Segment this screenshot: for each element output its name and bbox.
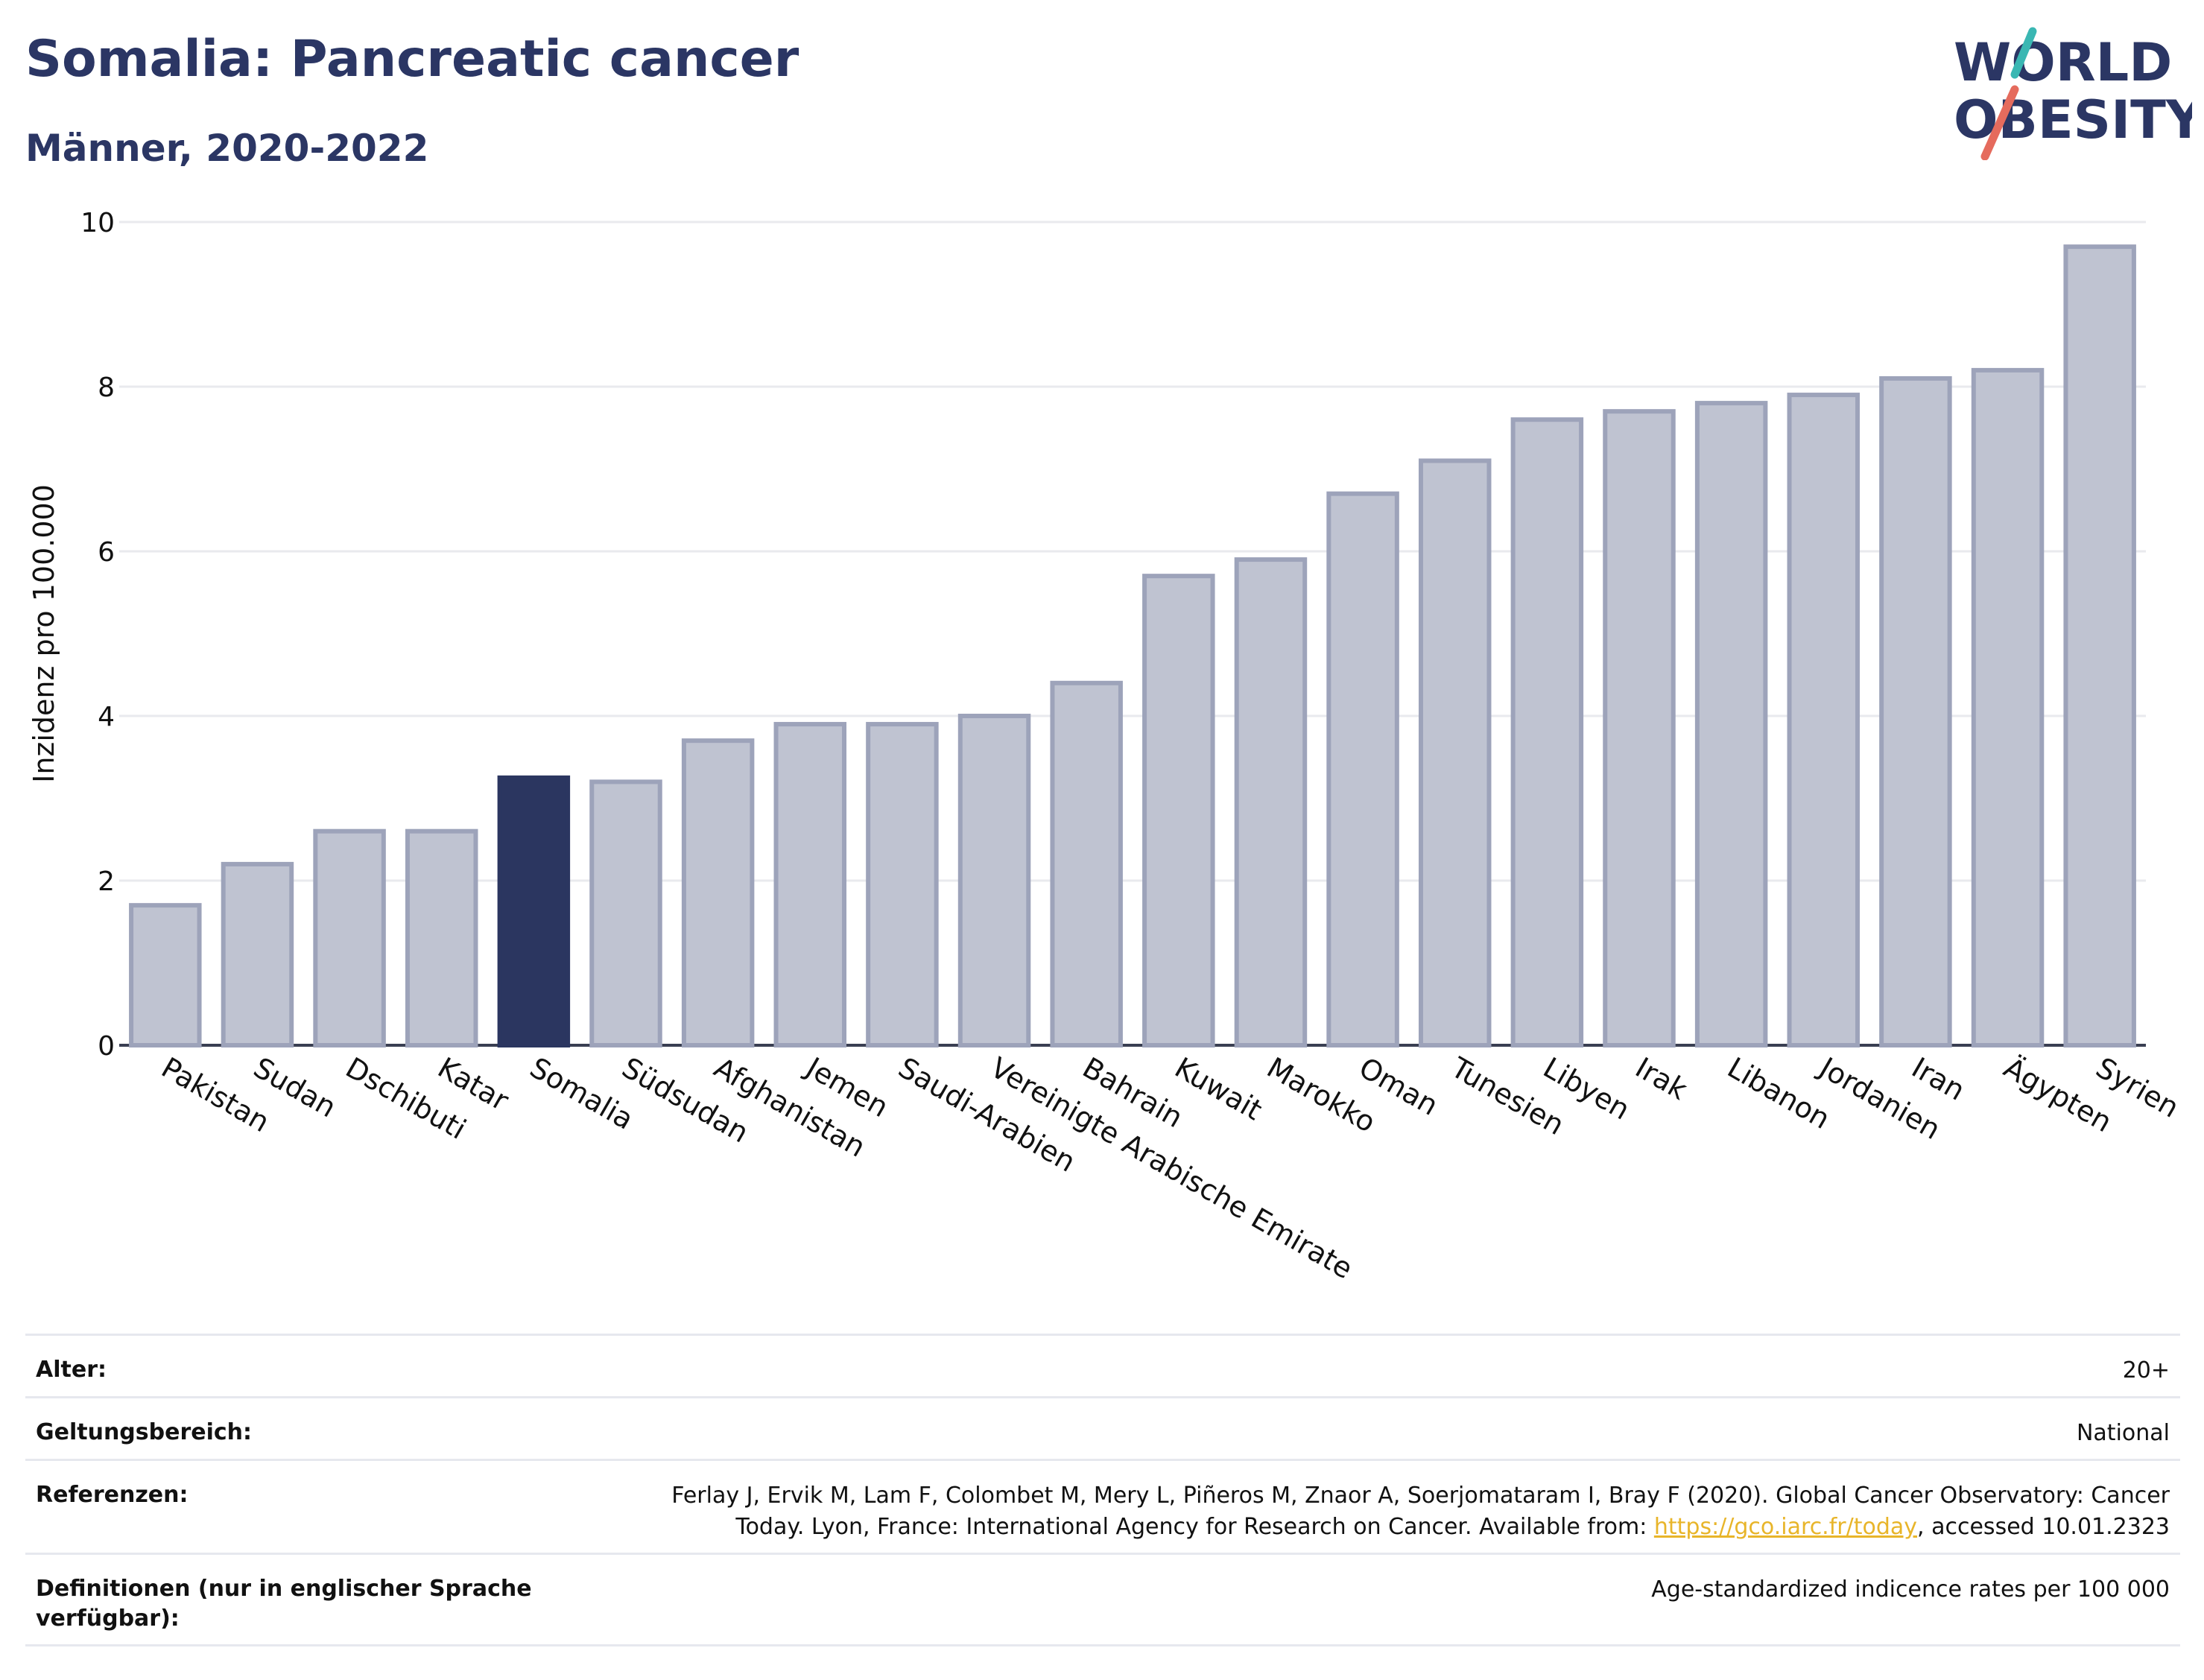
y-tick-label: 0 [98,1031,115,1062]
meta-ref-label: Referenzen: [36,1482,189,1508]
y-tick-label: 8 [98,373,115,403]
page-title: Somalia: Pancreatic cancer [25,30,799,89]
meta-scope-label: Geltungsbereich: [36,1419,253,1445]
x-tick-label: Kuwait [1169,1051,1267,1127]
bar-highlight [497,775,571,1047]
bar [1787,393,1861,1047]
meta-scope-value: National [2076,1420,2170,1446]
bar [2063,244,2136,1047]
y-tick-label: 2 [98,866,115,897]
bar [1050,680,1123,1047]
bar [1326,491,1399,1047]
bar [1694,401,1768,1047]
bar [1603,409,1676,1047]
meta-ref-text-2: Today. Lyon, France: International Agenc… [735,1514,1654,1540]
meta-def-label: Definitionen (nur in englischer Sprache … [36,1576,532,1632]
logo-line-world: WORLD [1954,32,2172,93]
bar [1510,417,1584,1047]
meta-ref-text-3: , accessed 10.01.2323 [1917,1514,2170,1540]
meta-ref-value: Ferlay J, Ervik M, Lam F, Colombet M, Me… [671,1480,2170,1543]
bar [221,861,294,1048]
bars [129,244,2136,1048]
meta-age-label: Alter: [36,1357,107,1383]
meta-row-definitions: Definitionen (nur in englischer Sprache … [25,1553,2180,1646]
bar [313,828,386,1047]
bar [957,714,1031,1047]
y-tick-label: 6 [98,537,115,568]
meta-row-scope: Geltungsbereich: National [25,1396,2180,1459]
bar [589,779,662,1048]
bar [405,828,478,1047]
metadata-table: Alter: 20+ Geltungsbereich: National Ref… [25,1334,2180,1646]
bar [1879,375,1952,1047]
y-tick-label: 10 [80,208,115,238]
logo-slash-red [1980,85,2019,160]
bar [773,722,847,1047]
meta-ref-text-1: Ferlay J, Ervik M, Lam F, Colombet M, Me… [671,1483,2170,1509]
meta-ref-link[interactable]: https://gco.iarc.fr/today [1653,1514,1918,1540]
y-axis-label: Inzidenz pro 100.000 [28,484,60,783]
world-obesity-logo: WORLD OBESITY [1954,27,2192,160]
bar [1234,557,1308,1047]
meta-row-references: Referenzen: Ferlay J, Ervik M, Lam F, Co… [25,1459,2180,1553]
x-tick-label: Libanon [1722,1051,1835,1135]
bar [1418,458,1492,1047]
bar [681,738,755,1048]
x-tick-label: Iran [1906,1051,1970,1107]
bar [129,903,202,1048]
meta-row-age: Alter: 20+ [25,1334,2180,1396]
x-tick-label: Somalia [525,1051,639,1136]
bar [1971,367,2045,1047]
logo-slash-teal [2010,27,2037,79]
meta-age-value: 20+ [2122,1357,2170,1383]
meta-def-value: Age-standardized indicence rates per 100… [1651,1576,2170,1603]
bar [1142,574,1215,1047]
page-subtitle: Männer, 2020-2022 [25,127,429,170]
y-tick-label: 4 [98,702,115,732]
bar [866,722,939,1047]
x-tick-label: Irak [1630,1051,1693,1106]
